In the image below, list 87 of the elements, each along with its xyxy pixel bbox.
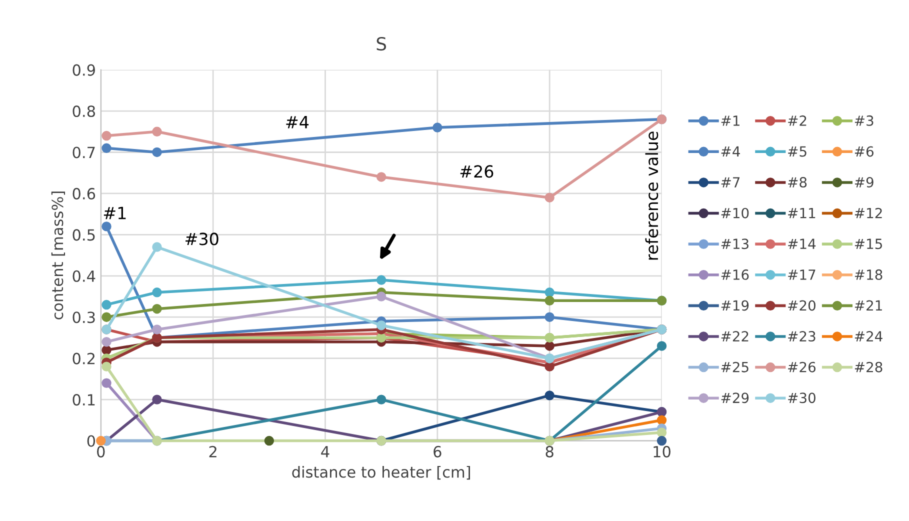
point bbox=[376, 394, 386, 404]
point bbox=[376, 172, 386, 182]
annotation: #1 bbox=[104, 206, 126, 220]
point bbox=[102, 130, 112, 141]
point bbox=[152, 242, 162, 252]
legend-label: #17 bbox=[788, 270, 816, 280]
legend-label: #8 bbox=[788, 177, 807, 188]
y-tick-label: 0.3 bbox=[72, 312, 95, 324]
x-tick-label: 4 bbox=[321, 446, 330, 458]
point bbox=[102, 336, 112, 347]
legend-label: #23 bbox=[788, 331, 816, 342]
point bbox=[102, 312, 112, 322]
legend-label: #25 bbox=[721, 362, 748, 372]
point bbox=[656, 415, 667, 426]
point bbox=[656, 341, 667, 351]
y-axis-title: content [mass%] bbox=[51, 192, 66, 320]
annotation: #26 bbox=[460, 165, 494, 178]
legend-label: #16 bbox=[721, 269, 749, 280]
point bbox=[656, 428, 667, 438]
point bbox=[152, 147, 162, 158]
point bbox=[152, 394, 162, 404]
y-tick-label: 0.2 bbox=[72, 352, 95, 364]
legend-label: #30 bbox=[788, 392, 816, 404]
point bbox=[102, 143, 112, 153]
legend-label: #4 bbox=[721, 146, 740, 157]
y-tick-label: 0.5 bbox=[72, 229, 95, 241]
point bbox=[544, 341, 554, 351]
legend-label: #19 bbox=[721, 300, 749, 311]
annotation: #4 bbox=[286, 116, 309, 128]
point bbox=[544, 288, 554, 298]
legend-label: #28 bbox=[854, 362, 882, 372]
point bbox=[544, 192, 554, 202]
point bbox=[432, 122, 442, 132]
legend-label: #1 bbox=[721, 116, 740, 126]
point bbox=[264, 436, 274, 446]
point bbox=[544, 312, 554, 322]
legend-label: #5 bbox=[788, 146, 806, 157]
y-tick-label: 0.9 bbox=[72, 64, 95, 76]
legend-label: #26 bbox=[788, 362, 816, 372]
y-tick-label: 0 bbox=[87, 435, 96, 447]
x-tick-label: 6 bbox=[434, 446, 442, 458]
legend-label: #14 bbox=[788, 238, 816, 249]
point bbox=[152, 324, 162, 334]
legend-label: #29 bbox=[721, 392, 749, 404]
point bbox=[376, 292, 386, 302]
point bbox=[102, 362, 112, 372]
annotation: #30 bbox=[186, 232, 218, 246]
x-tick-label: 10 bbox=[654, 446, 670, 458]
legend-label: #15 bbox=[854, 238, 882, 250]
point bbox=[544, 362, 554, 372]
point bbox=[96, 436, 106, 446]
point bbox=[544, 296, 554, 306]
y-tick-label: 0.6 bbox=[72, 188, 96, 200]
legend-label: #7 bbox=[721, 177, 740, 188]
point bbox=[376, 275, 386, 285]
legend-label: #22 bbox=[721, 331, 748, 342]
point bbox=[376, 320, 386, 330]
legend-label: #13 bbox=[721, 238, 748, 250]
point bbox=[152, 126, 162, 136]
legend-label: #2 bbox=[788, 115, 806, 126]
legend-label: #20 bbox=[788, 300, 816, 311]
legend-label: #12 bbox=[854, 208, 882, 218]
y-tick-label: 0.7 bbox=[72, 146, 95, 158]
x-tick-label: 2 bbox=[209, 446, 216, 458]
point bbox=[102, 222, 112, 232]
point bbox=[152, 288, 162, 298]
legend-label: #3 bbox=[854, 115, 874, 126]
legend-label: #9 bbox=[854, 177, 874, 188]
x-tick-label: 8 bbox=[546, 446, 554, 458]
legend-label: #10 bbox=[721, 208, 749, 218]
legend-label: #21 bbox=[854, 300, 882, 311]
legend-label: #18 bbox=[854, 269, 882, 280]
point bbox=[544, 390, 554, 400]
y-tick-label: 0.8 bbox=[72, 105, 95, 118]
y-tick-label: 0.1 bbox=[72, 394, 95, 406]
x-tick-label: 0 bbox=[97, 446, 105, 458]
point bbox=[152, 304, 162, 314]
point bbox=[102, 300, 112, 310]
annotation: reference value bbox=[645, 132, 658, 260]
y-tick-label: 0.4 bbox=[72, 270, 96, 282]
chart-title: S bbox=[376, 36, 386, 51]
legend-label: #24 bbox=[854, 331, 882, 342]
x-axis-title: distance to heater [cm] bbox=[292, 466, 470, 480]
legend-label: #6 bbox=[854, 146, 874, 157]
point bbox=[102, 378, 112, 388]
legend-label: #11 bbox=[788, 208, 816, 218]
point bbox=[656, 436, 667, 446]
